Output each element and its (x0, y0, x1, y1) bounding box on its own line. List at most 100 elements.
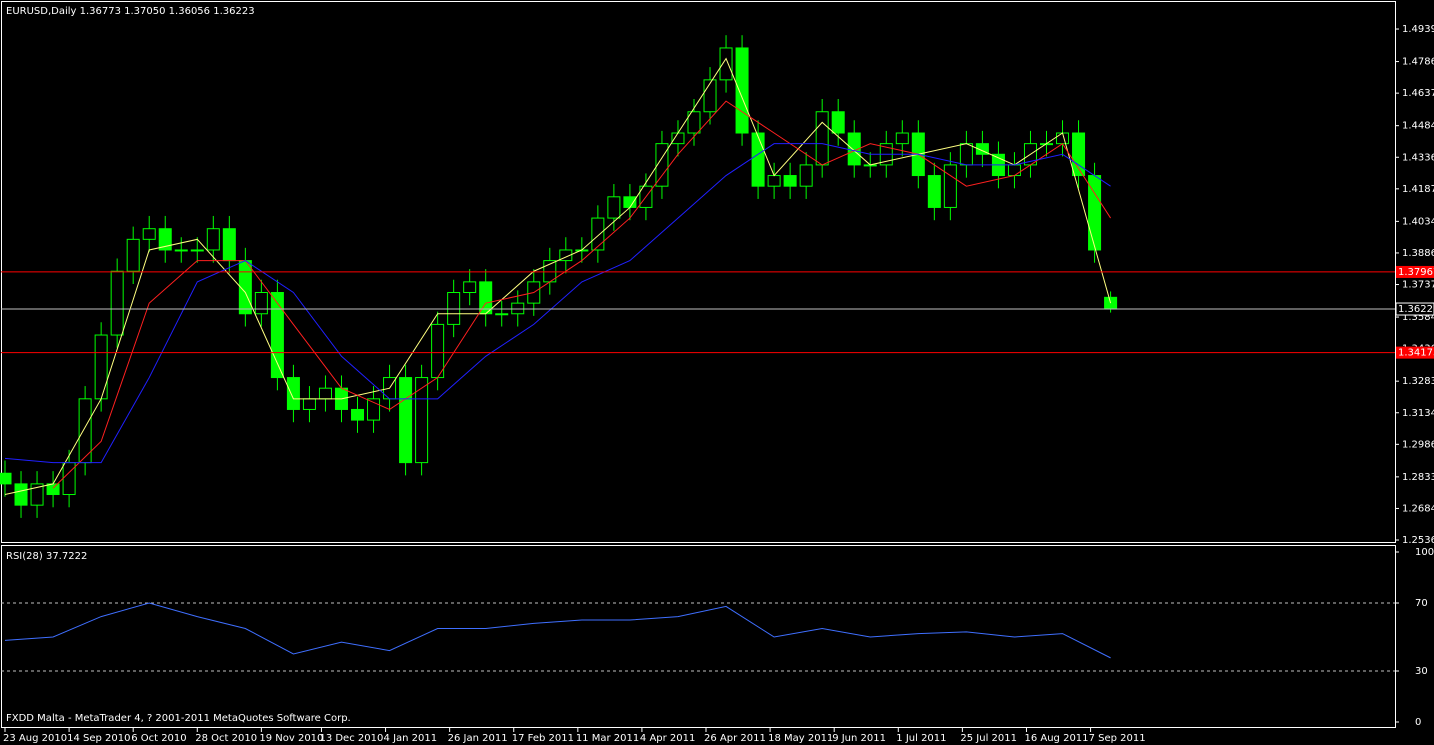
candle-body (783, 175, 797, 187)
candle-body (1072, 132, 1086, 177)
candle-body (1007, 164, 1021, 177)
y-tick-label: 1.47860 (1402, 57, 1434, 68)
x-tick-label: 25 Jul 2011 (960, 733, 1017, 744)
candle-body (110, 270, 124, 336)
rsi-panel (1, 545, 1396, 728)
footer: FXDD Malta - MetaTrader 4, ? 2001-2011 M… (6, 713, 351, 724)
candle-body (190, 249, 204, 252)
x-tick-label: 26 Apr 2011 (704, 733, 766, 744)
y-tick-label: 30 (1415, 666, 1428, 677)
y-tick-label: 1.28330 (1402, 472, 1434, 483)
candle-body (831, 111, 845, 134)
x-tick-label: 28 Oct 2010 (195, 733, 257, 744)
indicator-line (52, 100, 1112, 489)
price-level-box (1396, 265, 1434, 278)
candle-body (927, 175, 941, 208)
y-tick-label: 1.49390 (1402, 24, 1434, 35)
candle-body (671, 132, 685, 145)
indicator-line (4, 143, 1111, 464)
x-tick-label: 18 May 2011 (768, 733, 833, 744)
price-level-box (1395, 302, 1434, 316)
x-tick-label: 9 Jun 2011 (832, 733, 886, 744)
candle-body (751, 132, 765, 187)
candle-body (286, 377, 300, 410)
y-tick-label: 1.41875 (1402, 184, 1434, 195)
candle-body (463, 281, 477, 294)
candle-body (799, 164, 813, 187)
y-tick-label: 1.38860 (1402, 248, 1434, 259)
candle-body (174, 249, 188, 252)
chart-title: EURUSD,Daily 1.36773 1.37050 1.36056 1.3… (6, 6, 255, 17)
x-tick-label: 6 Oct 2010 (131, 733, 186, 744)
candle-body (415, 377, 429, 464)
indicator-line (4, 602, 1111, 659)
y-tick-label: 1.32830 (1402, 376, 1434, 387)
y-tick-label: 1.46375 (1402, 88, 1434, 99)
candle-body (126, 238, 140, 272)
y-tick-label: 1.37375 (1402, 280, 1434, 291)
candle-body (607, 196, 621, 219)
candle-body (142, 228, 156, 240)
x-tick-label: 26 Jan 2011 (448, 733, 508, 744)
y-tick-label: 1.43360 (1402, 152, 1434, 163)
candle-body (623, 196, 637, 208)
y-tick-label: 0 (1415, 717, 1421, 728)
candle-body (655, 143, 669, 187)
candle-body (431, 323, 445, 379)
y-tick-label: 1.26845 (1402, 503, 1434, 514)
x-tick-label: 19 Nov 2010 (259, 733, 323, 744)
y-tick-label: 70 (1415, 598, 1428, 609)
candle-body (815, 111, 829, 166)
candle-body (222, 228, 236, 262)
candle-body (943, 164, 957, 208)
candle-body (14, 483, 28, 506)
candle-body (206, 228, 220, 251)
candle-body (559, 249, 573, 262)
x-tick-label: 4 Jan 2011 (384, 733, 438, 744)
y-tick-label: 1.29860 (1402, 439, 1434, 450)
candle-body (399, 377, 413, 464)
price-level-label: 1.37967 (1398, 267, 1434, 278)
y-tick-label: 1.31345 (1402, 408, 1434, 419)
candle-body (975, 143, 989, 155)
y-tick-label: 1.25360 (1402, 535, 1434, 546)
price-level-label: 1.34173 (1398, 348, 1434, 359)
candle-body (895, 132, 909, 145)
candle-body (767, 175, 781, 187)
candle-body (318, 387, 332, 400)
x-tick-label: 16 Aug 2011 (1024, 733, 1088, 744)
candle-body (703, 79, 717, 113)
price-level-label: 1.36223 (1398, 304, 1434, 315)
candle-body (687, 111, 701, 134)
candle-body (46, 483, 60, 496)
candle-body (447, 292, 461, 325)
candle-body (511, 302, 525, 315)
candle-body (0, 472, 12, 485)
y-tick-label: 1.40345 (1402, 216, 1434, 227)
candle-body (94, 334, 108, 400)
x-tick-label: 4 Apr 2011 (640, 733, 695, 744)
x-tick-label: 1 Jul 2011 (896, 733, 946, 744)
candle-body (30, 483, 44, 506)
price-level-box (1396, 346, 1434, 359)
candle-body (302, 398, 316, 410)
candle-body (270, 292, 284, 379)
candle-body (719, 47, 733, 81)
rsi-title: RSI(28) 37.7222 (6, 551, 87, 562)
y-tick-label: 1.44845 (1402, 121, 1434, 132)
candle-body (959, 143, 973, 166)
candle-body (254, 292, 268, 315)
y-tick-label: 1.35845 (1402, 312, 1434, 323)
candle-body (591, 217, 605, 251)
x-tick-label: 7 Sep 2011 (1089, 733, 1146, 744)
x-tick-label: 13 Dec 2010 (319, 733, 383, 744)
x-tick-label: 23 Aug 2010 (3, 733, 67, 744)
x-tick-label: 14 Sep 2010 (67, 733, 130, 744)
candle-body (62, 462, 76, 496)
x-tick-label: 11 Mar 2011 (576, 733, 639, 744)
x-tick-label: 17 Feb 2011 (512, 733, 574, 744)
candle-body (158, 228, 172, 251)
candle-body (495, 313, 509, 316)
